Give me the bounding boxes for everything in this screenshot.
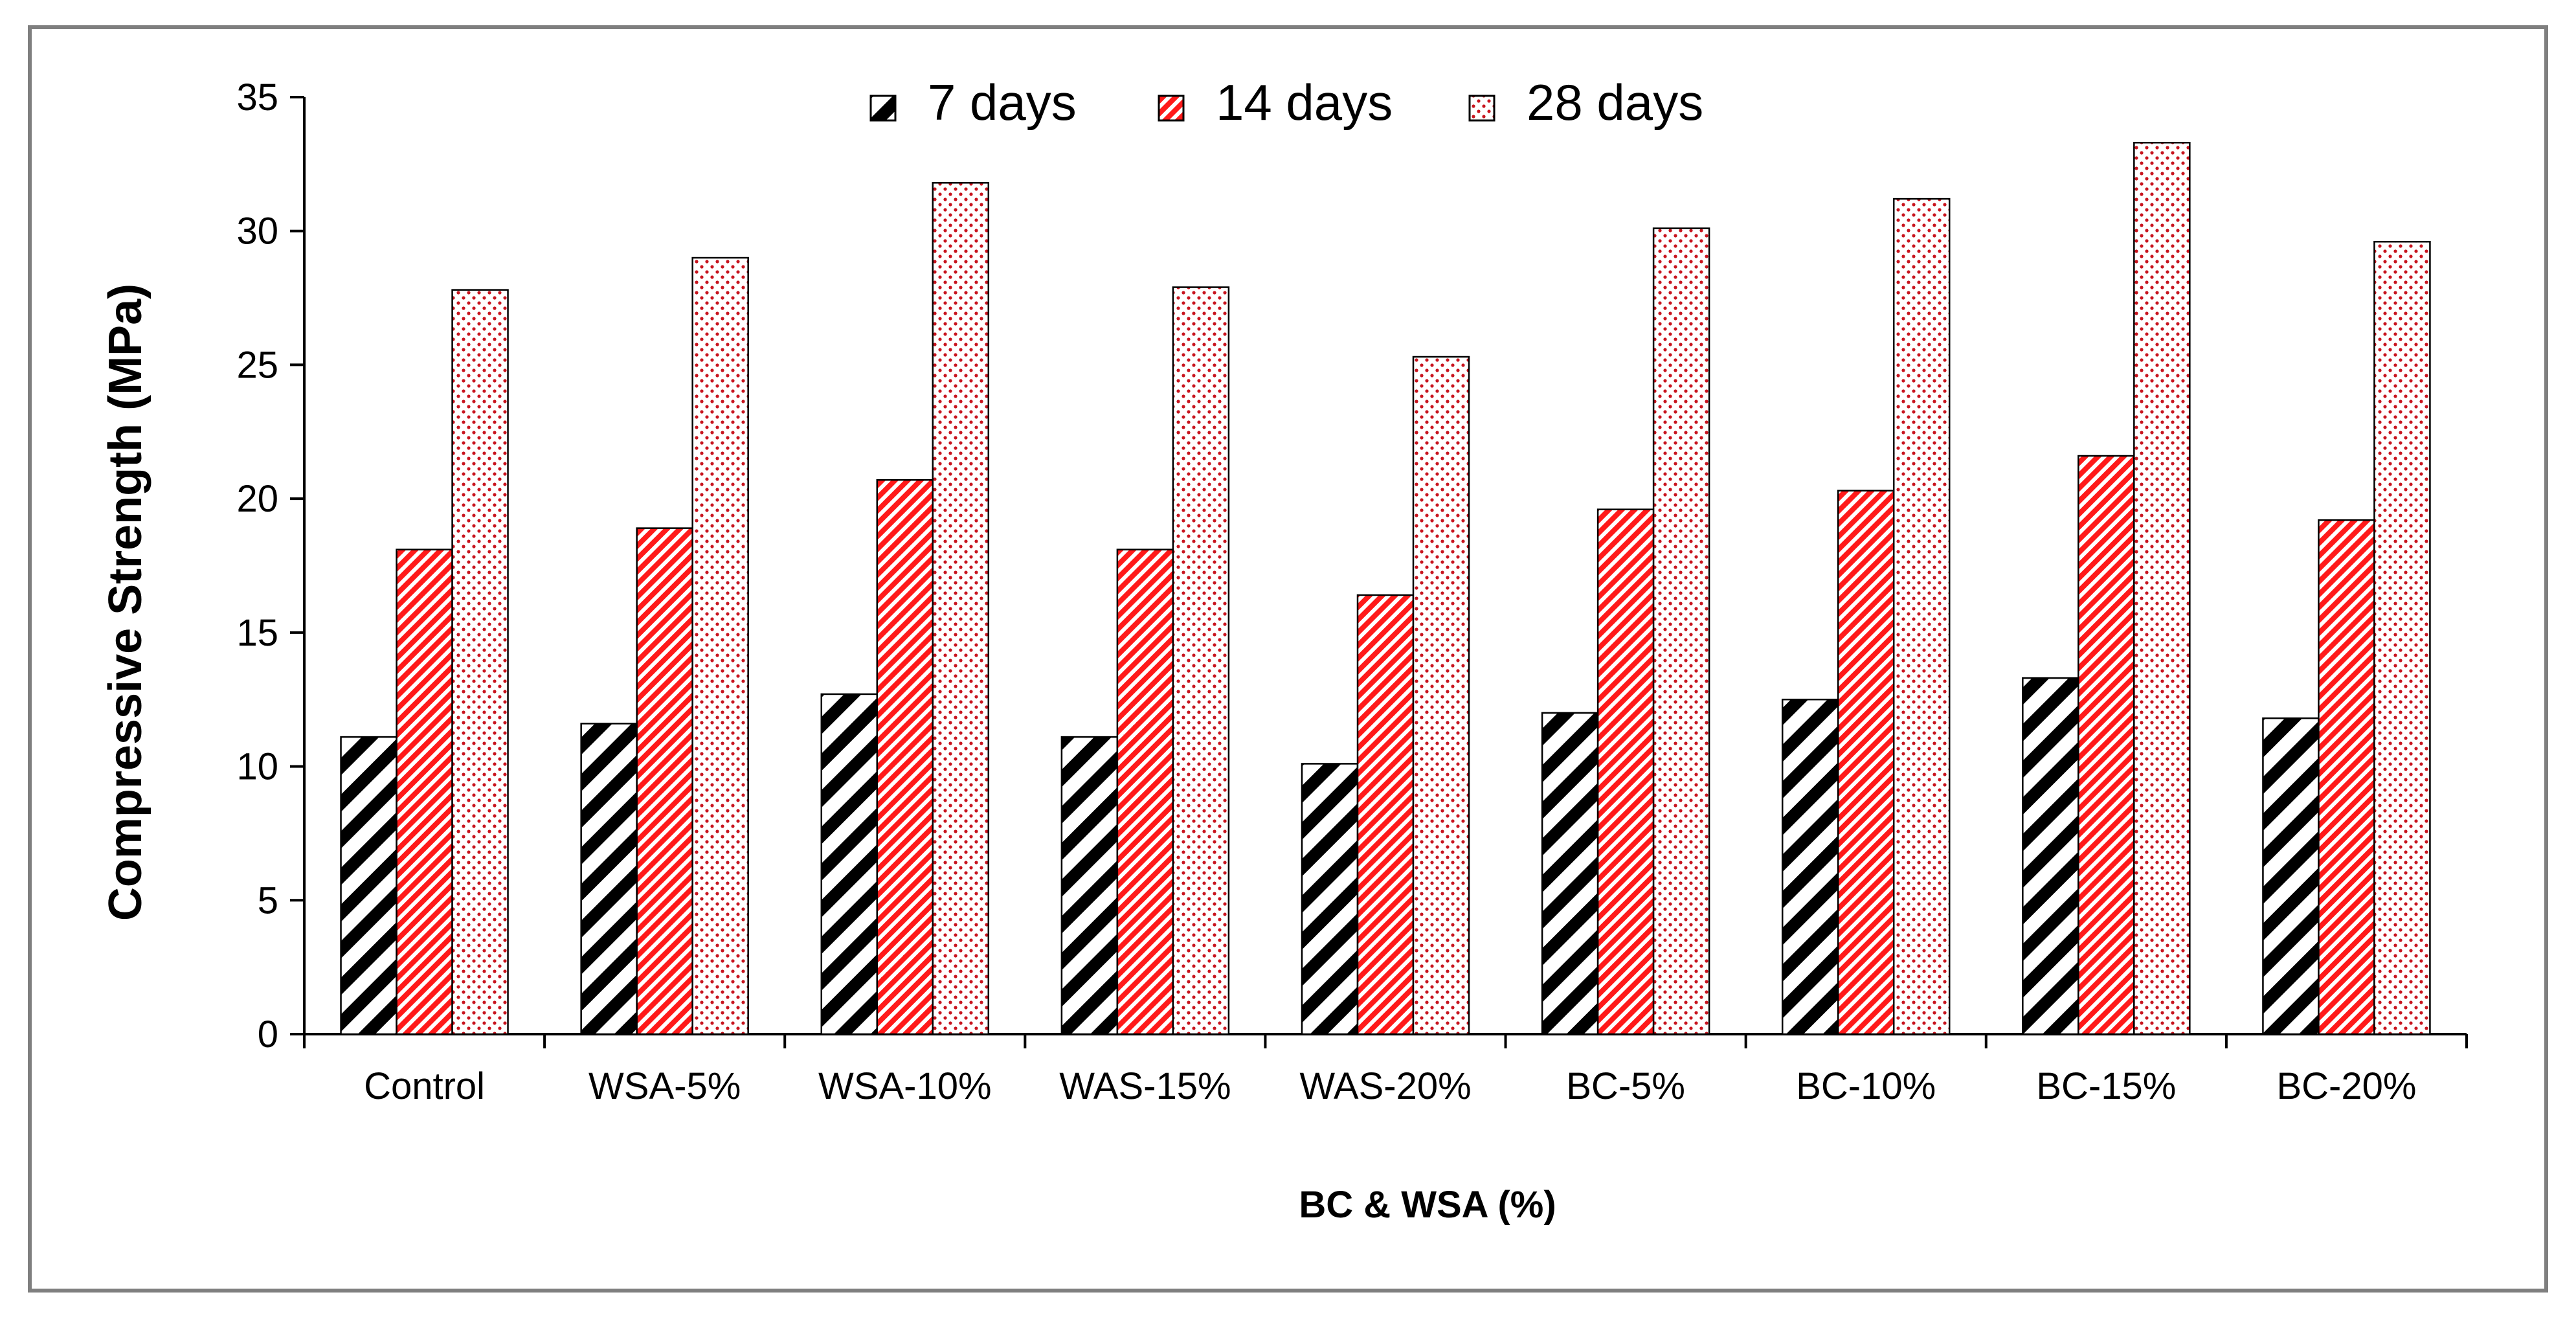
- bar-28-days-WSA-5%: [691, 256, 749, 1035]
- bar-7-days-BC-5%: [1541, 712, 1599, 1035]
- bar-7-days-WAS-20%: [1301, 763, 1359, 1035]
- bar-28-days-BC-5%: [1652, 227, 1710, 1035]
- x-tick-label: WSA-10%: [818, 1065, 992, 1107]
- y-tick-label: 0: [258, 1013, 278, 1056]
- x-tick-label: BC-20%: [2276, 1065, 2416, 1107]
- bar-14-days-BC-10%: [1837, 490, 1895, 1035]
- legend-label: 7 days: [928, 74, 1077, 131]
- x-tick-label: BC-10%: [1796, 1065, 1936, 1107]
- bar-7-days-WAS-15%: [1060, 736, 1119, 1035]
- legend-swatch: [869, 95, 897, 122]
- bar-28-days-BC-10%: [1892, 198, 1951, 1035]
- bar-14-days-WAS-20%: [1356, 594, 1415, 1035]
- x-tick-label: WAS-15%: [1059, 1065, 1231, 1107]
- bar-28-days-WAS-15%: [1172, 286, 1230, 1035]
- bar-14-days-WSA-10%: [876, 479, 934, 1035]
- bar-14-days-WAS-15%: [1116, 548, 1174, 1035]
- x-axis-title: BC & WSA (%): [1299, 1184, 1556, 1226]
- legend-label: 14 days: [1216, 74, 1393, 131]
- bar-14-days-Control: [396, 548, 453, 1035]
- y-tick-label: 25: [236, 344, 278, 386]
- legend: 7 days 14 days 28 days: [869, 74, 1703, 131]
- bar-7-days-BC-10%: [1781, 698, 1839, 1035]
- bar-7-days-Control: [340, 736, 398, 1035]
- bar-28-days-Control: [451, 289, 509, 1035]
- y-tick-label: 20: [236, 478, 278, 520]
- bar-28-days-WSA-10%: [932, 182, 990, 1035]
- x-tick-label: BC-15%: [2036, 1065, 2176, 1107]
- bar-14-days-BC-15%: [2078, 455, 2135, 1035]
- bar-7-days-BC-15%: [2022, 677, 2079, 1035]
- bar-28-days-BC-20%: [2373, 241, 2431, 1035]
- bar-14-days-WSA-5%: [636, 527, 693, 1035]
- y-tick-label: 5: [258, 879, 278, 921]
- bar-7-days-WSA-10%: [820, 693, 879, 1035]
- y-tick-label: 10: [236, 746, 278, 788]
- legend-swatch: [1158, 95, 1185, 122]
- x-tick-label: BC-5%: [1566, 1065, 1685, 1107]
- x-tick-label: WAS-20%: [1299, 1065, 1471, 1107]
- bar-28-days-BC-15%: [2133, 142, 2191, 1035]
- legend-label: 28 days: [1527, 74, 1703, 131]
- y-axis-title: Compressive Strength (MPa): [100, 284, 151, 921]
- bar-14-days-BC-20%: [2318, 519, 2375, 1035]
- bar-7-days-WSA-5%: [580, 723, 638, 1035]
- bar-7-days-BC-20%: [2262, 717, 2320, 1035]
- legend-swatch: [1468, 95, 1495, 122]
- x-tick-label: WSA-5%: [588, 1065, 741, 1107]
- bar-28-days-WAS-20%: [1412, 356, 1470, 1035]
- x-tick-label: Control: [364, 1065, 485, 1107]
- y-tick-label: 30: [236, 210, 278, 253]
- bar-14-days-BC-5%: [1596, 508, 1655, 1035]
- y-tick-label: 15: [236, 612, 278, 654]
- y-tick-label: 35: [236, 76, 278, 119]
- bars: [340, 142, 2431, 1035]
